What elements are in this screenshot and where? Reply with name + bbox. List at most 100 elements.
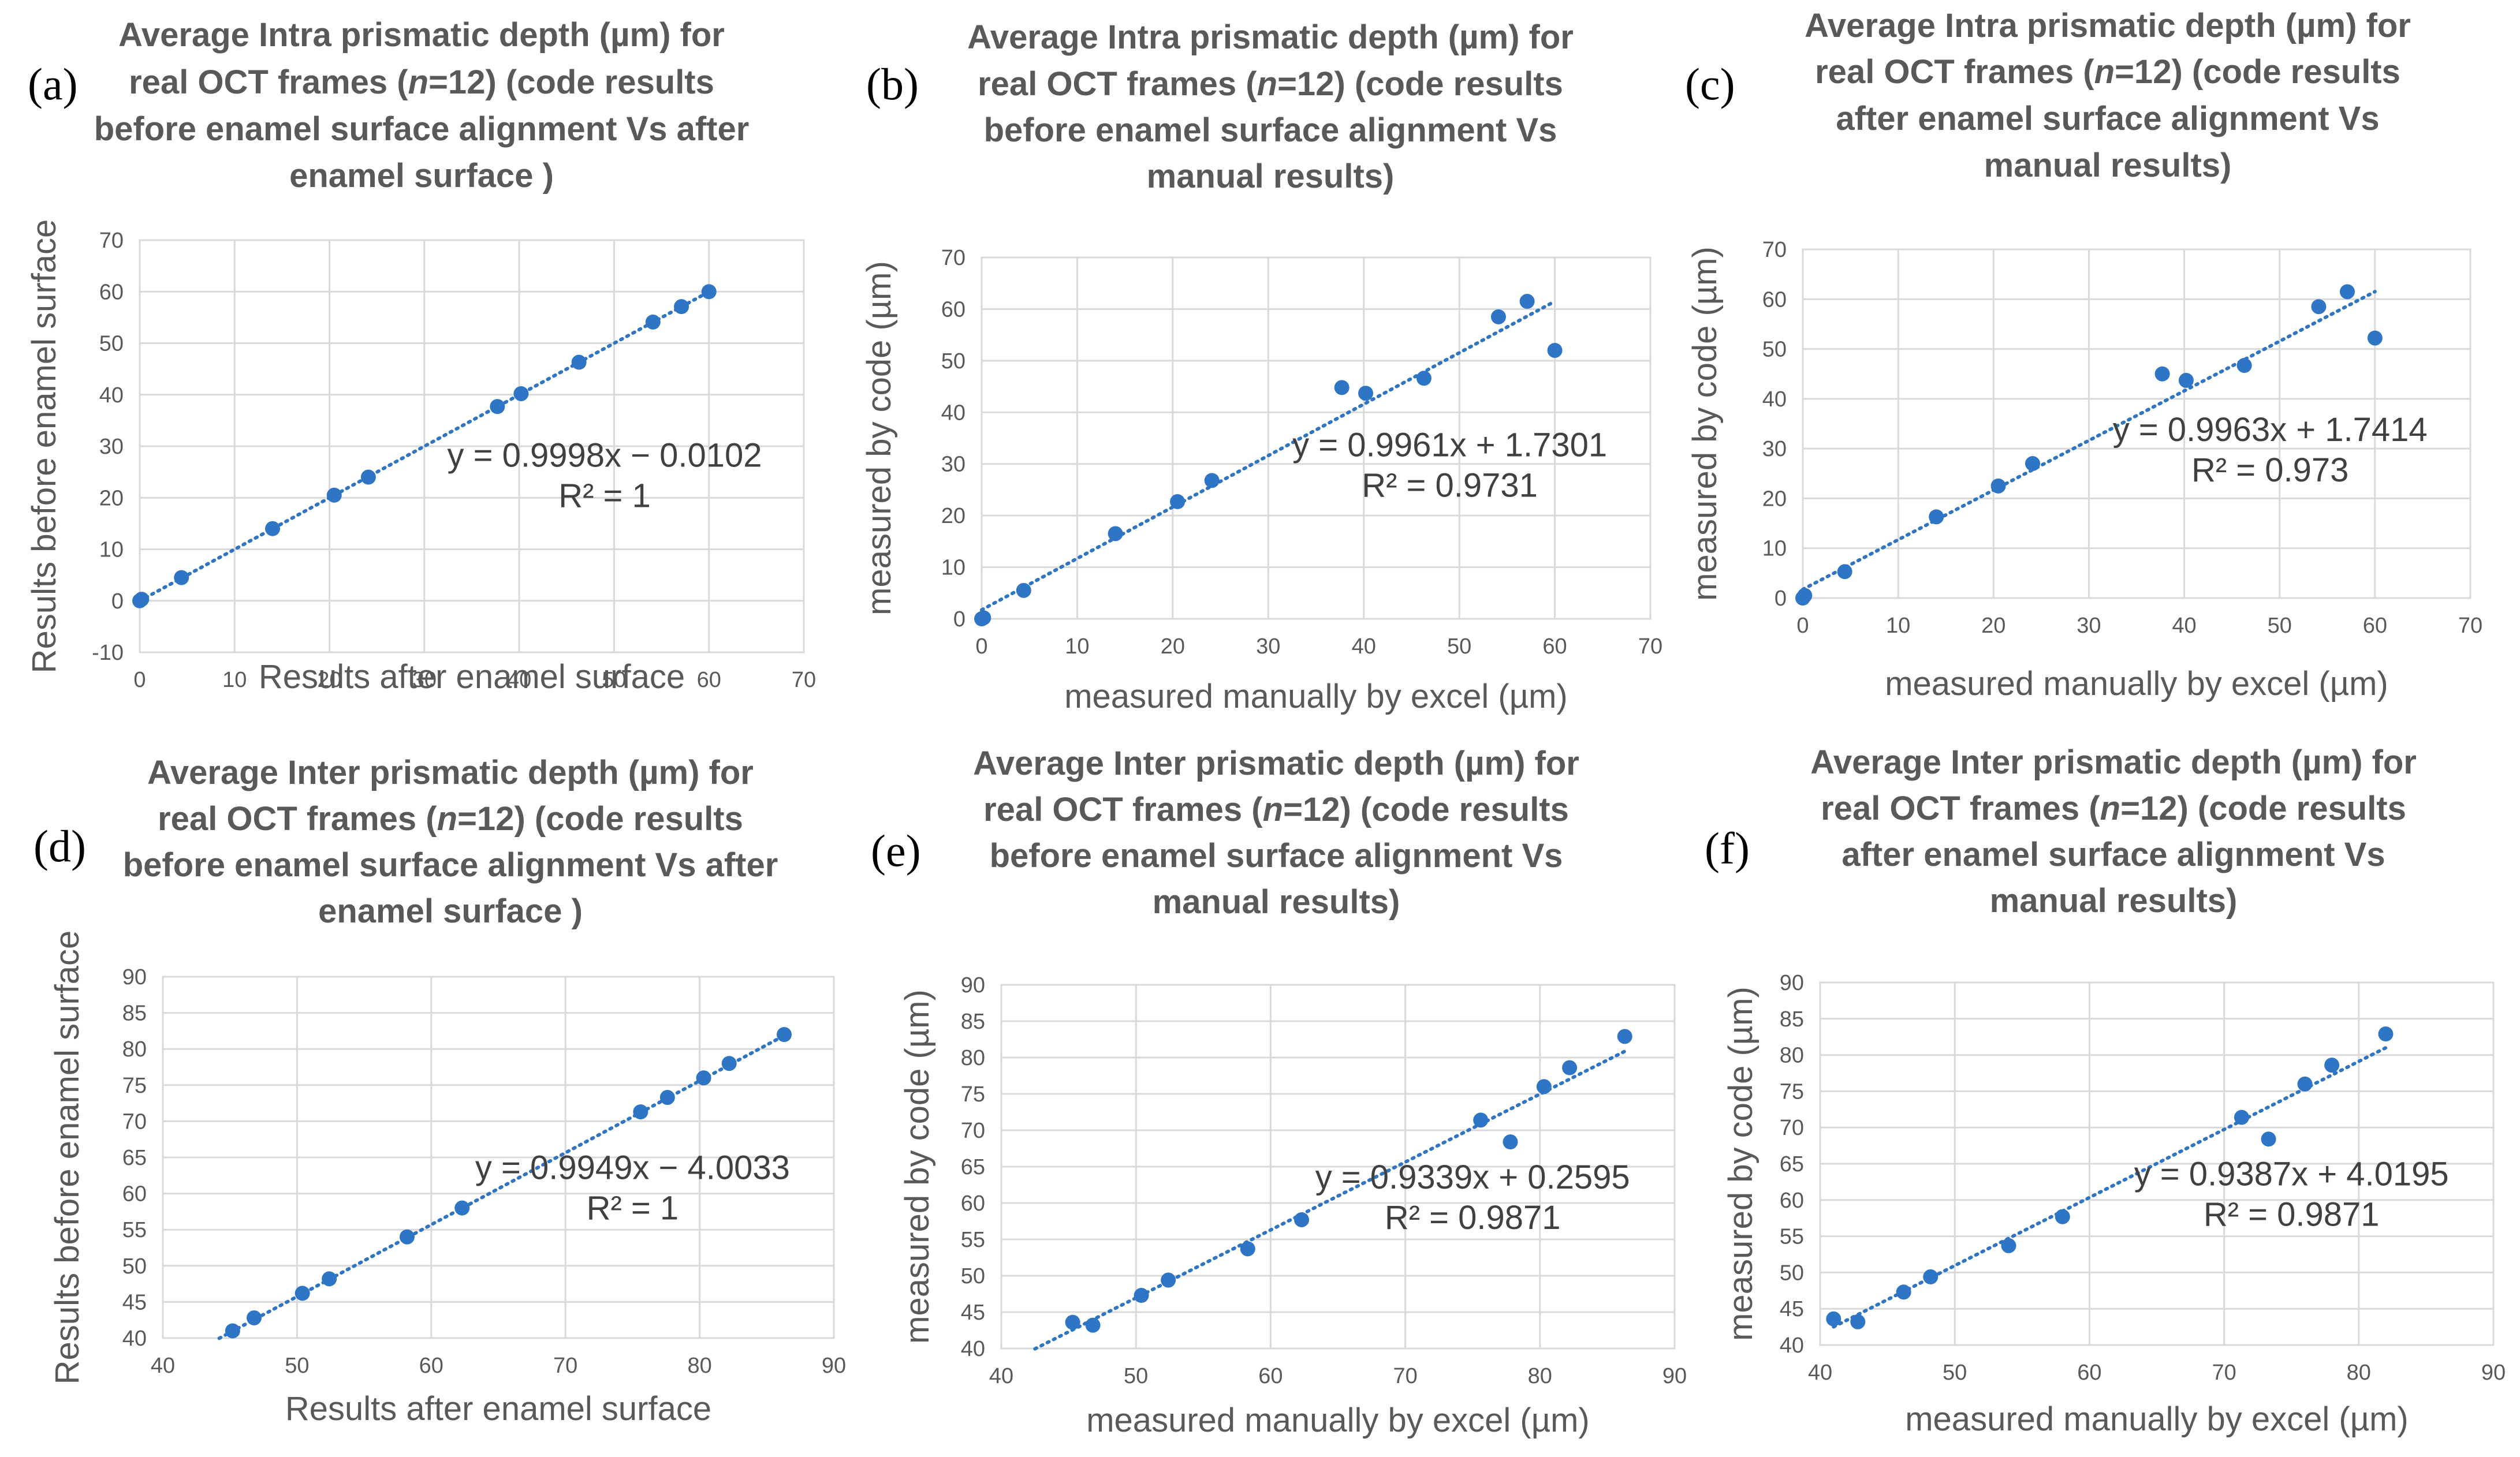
y-tick-label: 60: [961, 1191, 985, 1216]
x-tick-label: 80: [1528, 1364, 1552, 1388]
chart-panel-b: (b) Average Intra prismatic depth (µm) fo…: [860, 18, 1662, 715]
plot-area: [139, 239, 805, 653]
y-tick-label: 55: [961, 1228, 985, 1252]
x-tick-label: 40: [507, 668, 531, 692]
data-point: [1016, 582, 1031, 598]
y-tick-label: 40: [99, 383, 124, 408]
chart-panel-f: (f) Average Inter prismatic depth (µm) fo…: [1705, 744, 2506, 1438]
trendline: [1033, 1049, 1627, 1351]
panel-letter: (f): [1705, 823, 1750, 873]
y-tick-label: 20: [99, 486, 124, 510]
x-tick-label: 50: [1447, 634, 1471, 659]
chart-title-line-2: real OCT frames (n=12) (code results: [1821, 790, 2406, 827]
x-tick-label: 60: [2363, 614, 2387, 638]
y-axis-title: Results before enamel surface: [25, 219, 63, 674]
x-axis-title: Results after enamel surface: [259, 658, 685, 696]
data-point: [2236, 358, 2252, 373]
y-tick-label: 70: [941, 246, 965, 270]
y-tick-label: 20: [941, 504, 965, 528]
plot-area: [1819, 981, 2495, 1346]
data-point: [777, 1027, 792, 1043]
panel-letter: (b): [866, 59, 919, 109]
x-axis-title: measured manually by excel (µm): [1064, 678, 1568, 715]
y-tick-label: 60: [122, 1182, 147, 1206]
trendline-equation: y = 0.9949x − 4.0033: [475, 1149, 790, 1187]
y-tick-label: 80: [1780, 1044, 1804, 1068]
data-point: [696, 1070, 711, 1086]
data-point: [360, 469, 376, 485]
data-point: [326, 487, 342, 503]
panel-letter: (d): [33, 821, 86, 871]
chart-title-line-4: manual results): [1153, 883, 1400, 921]
x-tick-label: 30: [2077, 614, 2101, 638]
y-tick-label: 10: [1762, 537, 1787, 561]
y-tick-label: 10: [941, 556, 965, 580]
x-tick-label: 0: [133, 668, 146, 692]
data-point: [2001, 1238, 2016, 1253]
y-tick-label: 50: [1780, 1261, 1804, 1285]
data-point: [1473, 1112, 1489, 1128]
data-point: [571, 354, 587, 370]
x-tick-label: 20: [1981, 614, 2005, 638]
y-tick-label: 70: [122, 1109, 147, 1134]
x-tick-label: 50: [1943, 1361, 1967, 1385]
y-tick-label: 55: [122, 1218, 147, 1242]
y-tick-label: 0: [111, 589, 124, 614]
y-axis-title: Results before enamel surface: [49, 931, 86, 1385]
data-point: [490, 399, 505, 414]
chart-title-line-3: before enamel surface alignment Vs: [984, 111, 1557, 149]
x-tick-label: 20: [317, 668, 341, 692]
data-point: [1850, 1314, 1866, 1329]
x-tick-label: 50: [602, 668, 626, 692]
chart-title-line-3: before enamel surface alignment Vs: [990, 837, 1563, 875]
data-point: [2025, 456, 2040, 472]
r-squared-label: R² = 1: [587, 1190, 679, 1227]
chart-panel-a: (a) Average Intra prismatic depth (µm) fo…: [25, 16, 816, 696]
data-point: [1294, 1212, 1310, 1227]
y-tick-label: 75: [961, 1082, 985, 1107]
x-axis-title: Results after enamel surface: [285, 1390, 711, 1428]
r-squared-label: R² = 0.973: [2191, 451, 2348, 489]
data-point: [2378, 1026, 2394, 1042]
y-tick-label: 10: [99, 538, 124, 562]
y-tick-label: 60: [941, 297, 965, 322]
x-tick-label: 10: [222, 668, 247, 692]
data-point: [674, 299, 689, 315]
data-point: [1065, 1314, 1080, 1330]
data-point: [2367, 330, 2383, 346]
data-point: [2055, 1209, 2070, 1224]
x-tick-label: 50: [285, 1354, 309, 1378]
x-axis-title: measured manually by excel (µm): [1086, 1402, 1590, 1439]
data-point: [1562, 1060, 1578, 1075]
y-tick-label: 85: [122, 1002, 147, 1026]
x-tick-label: 60: [1542, 634, 1567, 659]
r-squared-label: R² = 0.9731: [1362, 466, 1538, 504]
r-squared-label: R² = 0.9871: [2204, 1196, 2380, 1234]
data-point: [295, 1286, 310, 1301]
y-tick-label: 90: [1780, 971, 1804, 995]
chart-title-line-2: real OCT frames (n=12) (code results: [1815, 53, 2400, 91]
data-point: [1503, 1134, 1518, 1150]
x-tick-label: 10: [1065, 634, 1089, 659]
y-tick-label: 70: [1780, 1116, 1804, 1140]
y-tick-label: 90: [961, 973, 985, 998]
chart-title-line-4: enamel surface ): [318, 892, 583, 930]
y-tick-label: 70: [961, 1119, 985, 1143]
chart-title-line-1: Average Intra prismatic depth (µm) for: [1805, 7, 2411, 44]
y-tick-label: 60: [1780, 1189, 1804, 1213]
x-tick-label: 70: [792, 668, 816, 692]
data-point: [1547, 342, 1563, 358]
trendline-equation: y = 0.9387x + 4.0195: [2134, 1156, 2449, 1193]
x-tick-label: 70: [1638, 634, 1662, 659]
data-point: [1617, 1029, 1632, 1044]
data-point: [1170, 494, 1186, 509]
y-tick-label: 30: [1762, 437, 1787, 461]
y-tick-label: 40: [961, 1337, 985, 1361]
data-point: [1161, 1272, 1176, 1288]
data-point: [2324, 1058, 2340, 1073]
data-point: [174, 570, 189, 585]
data-point: [721, 1056, 737, 1071]
data-point: [2297, 1076, 2313, 1092]
x-tick-label: 40: [151, 1354, 175, 1378]
y-tick-label: 40: [1780, 1333, 1804, 1358]
